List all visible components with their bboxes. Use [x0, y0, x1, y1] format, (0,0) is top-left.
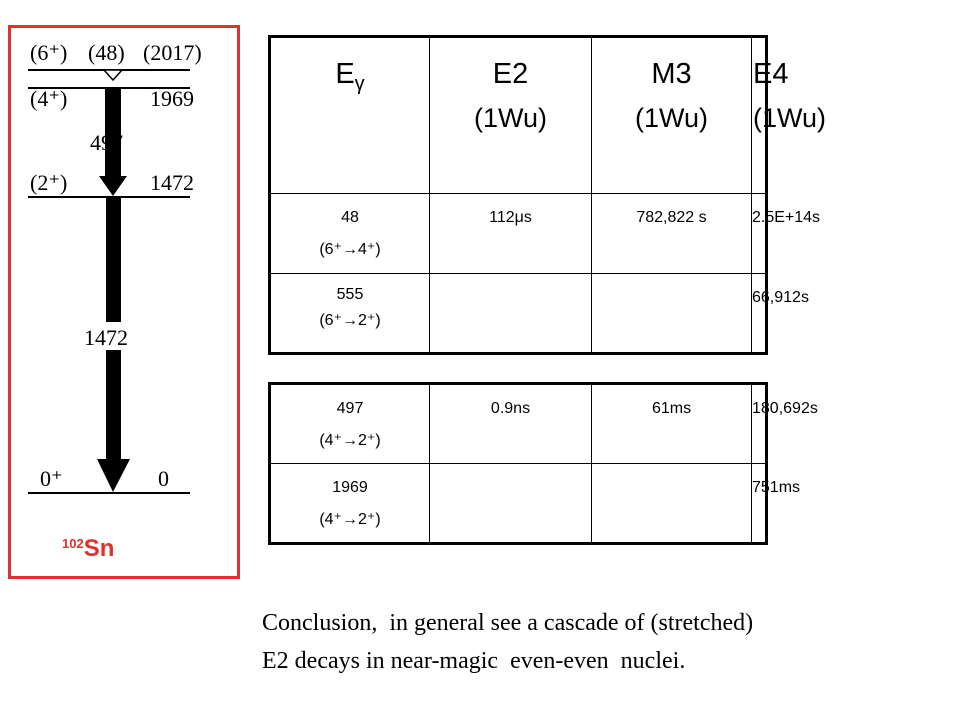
- header-text: E2: [492, 58, 529, 90]
- transition: (6⁺→2⁺): [319, 312, 381, 329]
- conclusion: Conclusion, in general see a cascade of …: [262, 604, 753, 680]
- conclusion-line: E2 decays in near-magic even-even nuclei…: [262, 648, 686, 674]
- halflife-table-2: 497 (4⁺→2⁺) 0.9ns 61ms 180,692s 1969 (4⁺→2…: [268, 382, 818, 545]
- energy: 497: [336, 400, 364, 417]
- cell: 2.5E+14s: [751, 193, 820, 274]
- transition: (4⁺→2⁺): [319, 511, 381, 528]
- header-unit: (1Wu): [753, 103, 827, 133]
- nucleus-label: 102Sn: [62, 535, 114, 562]
- cell: [429, 463, 592, 544]
- cell: 48 (6⁺→4⁺): [269, 193, 430, 274]
- energy-label: 0: [158, 466, 169, 491]
- header-unit: (1Wu): [634, 103, 708, 133]
- energy-label: 1472: [150, 170, 194, 195]
- header-cell: M3 (1Wu): [591, 36, 752, 194]
- cell: [591, 463, 752, 544]
- halflife-table: Eγ E2 (1Wu) M3 (1Wu) E4 (1Wu) 48 (6⁺→4⁺) 112…: [268, 35, 827, 355]
- spin-label: 0⁺: [40, 466, 63, 491]
- header-cell: E4 (1Wu): [751, 36, 827, 194]
- header-sub: γ: [354, 72, 365, 95]
- header-cell: Eγ: [269, 36, 430, 194]
- mass-number: 102: [62, 536, 84, 551]
- level-scheme: (6⁺) (48) (2017) (4⁺) 1969 497 (2⁺) 1472…: [28, 40, 202, 562]
- cell: [429, 273, 592, 354]
- header-text: E: [335, 58, 355, 90]
- spin-label: (6⁺): [30, 40, 67, 65]
- cell: 555 (6⁺→2⁺): [269, 273, 430, 354]
- cell: 751ms: [751, 463, 800, 544]
- transition: (4⁺→2⁺): [319, 432, 381, 449]
- header-text: M3: [651, 58, 692, 90]
- cell: 112μs: [429, 193, 592, 274]
- transition: (6⁺→4⁺): [319, 241, 381, 258]
- energy: 1969: [332, 479, 368, 496]
- cell: 180,692s: [751, 383, 818, 464]
- header-text: E4: [753, 58, 789, 90]
- conclusion-line: Conclusion, in general see a cascade of …: [262, 610, 754, 636]
- cell: [591, 273, 752, 354]
- cell: 61ms: [591, 383, 752, 464]
- energy: 555: [336, 286, 364, 303]
- gamma-label: (48): [88, 40, 125, 65]
- level-scheme-frame: [8, 25, 240, 579]
- spin-label: (4⁺): [30, 86, 67, 111]
- cell: 0.9ns: [429, 383, 592, 464]
- energy-label: (2017): [143, 40, 202, 65]
- energy-label: 1969: [150, 86, 194, 111]
- cell: 497 (4⁺→2⁺): [269, 383, 430, 464]
- cell: 1969 (4⁺→2⁺): [269, 463, 430, 544]
- header-cell: E2 (1Wu): [429, 36, 592, 194]
- energy: 48: [341, 209, 359, 226]
- cell: 66,912s: [751, 273, 809, 354]
- gamma-label: 497: [90, 130, 123, 155]
- gamma-label: 1472: [84, 325, 128, 350]
- cell: 782,822 s: [591, 193, 752, 274]
- header-unit: (1Wu): [473, 103, 547, 133]
- element-symbol: Sn: [84, 535, 115, 562]
- spin-label: (2⁺): [30, 170, 67, 195]
